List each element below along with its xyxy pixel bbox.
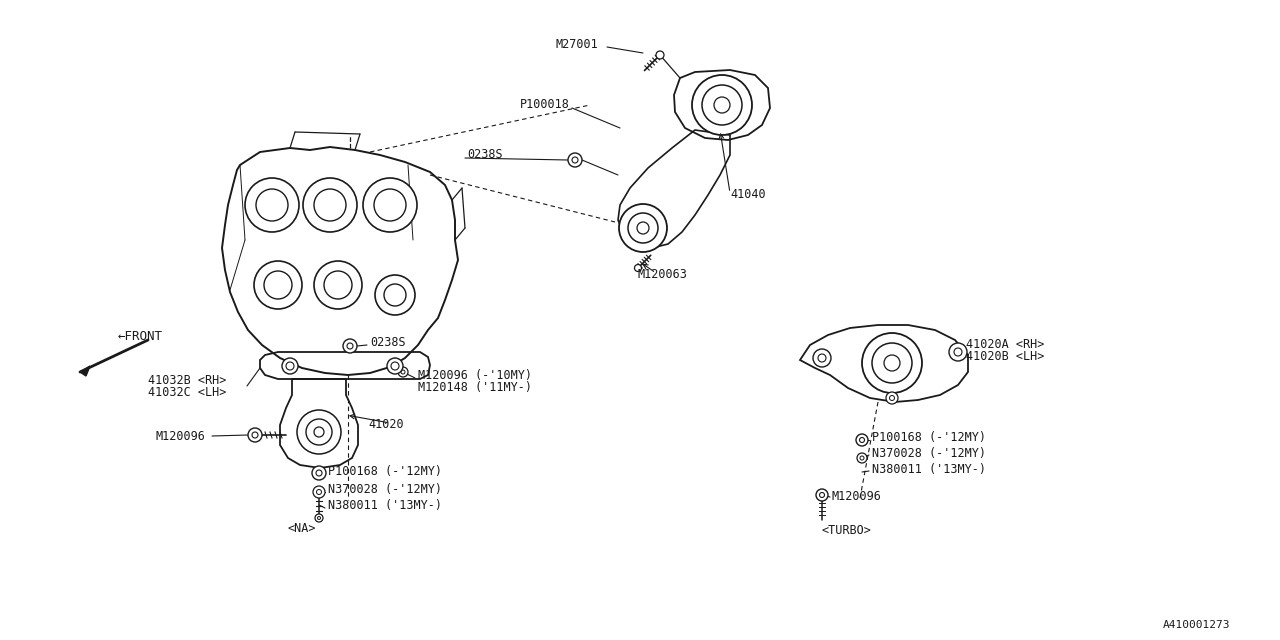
Circle shape [884, 355, 900, 371]
Circle shape [252, 432, 259, 438]
Circle shape [314, 427, 324, 437]
Circle shape [285, 362, 294, 370]
Text: 41020B <LH>: 41020B <LH> [966, 351, 1044, 364]
Circle shape [316, 490, 321, 495]
Text: M120096: M120096 [155, 429, 205, 442]
Circle shape [390, 362, 399, 370]
Text: 41032C <LH>: 41032C <LH> [148, 387, 227, 399]
Circle shape [314, 486, 325, 498]
Circle shape [374, 189, 406, 221]
Circle shape [819, 493, 824, 497]
Text: N370028 (-'12MY): N370028 (-'12MY) [328, 483, 442, 497]
Text: ←FRONT: ←FRONT [118, 330, 163, 344]
Circle shape [297, 410, 340, 454]
Circle shape [692, 75, 753, 135]
Circle shape [817, 489, 828, 501]
Circle shape [314, 261, 362, 309]
Circle shape [244, 178, 300, 232]
Text: M120148 ('11MY-): M120148 ('11MY-) [419, 381, 532, 394]
Circle shape [347, 343, 353, 349]
Circle shape [954, 348, 963, 356]
Circle shape [401, 370, 404, 374]
Circle shape [637, 222, 649, 234]
Text: 41040: 41040 [730, 189, 765, 202]
Circle shape [282, 358, 298, 374]
Circle shape [248, 428, 262, 442]
Circle shape [701, 85, 742, 125]
Circle shape [860, 456, 864, 460]
Circle shape [572, 157, 579, 163]
Circle shape [635, 264, 641, 271]
Polygon shape [79, 366, 90, 376]
Text: M120096 (-'10MY): M120096 (-'10MY) [419, 369, 532, 381]
Circle shape [856, 434, 868, 446]
Circle shape [315, 514, 323, 522]
Circle shape [364, 178, 417, 232]
Text: M120096: M120096 [832, 490, 882, 504]
Circle shape [253, 261, 302, 309]
Text: 0238S: 0238S [370, 335, 406, 349]
Circle shape [859, 438, 864, 442]
Text: N380011 ('13MY-): N380011 ('13MY-) [872, 463, 986, 476]
Circle shape [858, 453, 867, 463]
Circle shape [886, 392, 899, 404]
Text: P100168 (-'12MY): P100168 (-'12MY) [872, 431, 986, 444]
Circle shape [306, 419, 332, 445]
Circle shape [813, 349, 831, 367]
Circle shape [714, 97, 730, 113]
Circle shape [657, 51, 664, 59]
Text: 41020A <RH>: 41020A <RH> [966, 337, 1044, 351]
Circle shape [628, 213, 658, 243]
Circle shape [303, 178, 357, 232]
Text: M27001: M27001 [556, 38, 599, 51]
Text: <NA>: <NA> [287, 522, 315, 534]
Circle shape [387, 358, 403, 374]
Text: P100018: P100018 [520, 99, 570, 111]
Circle shape [398, 367, 408, 377]
Circle shape [620, 204, 667, 252]
Circle shape [568, 153, 582, 167]
Text: <TURBO>: <TURBO> [822, 524, 872, 536]
Text: N380011 ('13MY-): N380011 ('13MY-) [328, 499, 442, 513]
Text: 0238S: 0238S [467, 148, 503, 161]
Circle shape [316, 470, 323, 476]
Circle shape [312, 466, 326, 480]
Circle shape [948, 343, 966, 361]
Circle shape [256, 189, 288, 221]
Circle shape [872, 343, 911, 383]
Circle shape [317, 516, 320, 520]
Text: M120063: M120063 [637, 269, 687, 282]
Text: 41020: 41020 [369, 419, 403, 431]
Circle shape [861, 333, 922, 393]
Circle shape [264, 271, 292, 299]
Circle shape [324, 271, 352, 299]
Circle shape [818, 354, 826, 362]
Text: 41032B <RH>: 41032B <RH> [148, 374, 227, 387]
Text: N370028 (-'12MY): N370028 (-'12MY) [872, 447, 986, 460]
Text: P100168 (-'12MY): P100168 (-'12MY) [328, 465, 442, 479]
Circle shape [375, 275, 415, 315]
Text: A410001273: A410001273 [1162, 620, 1230, 630]
Circle shape [890, 396, 895, 401]
Circle shape [343, 339, 357, 353]
Circle shape [384, 284, 406, 306]
Circle shape [314, 189, 346, 221]
